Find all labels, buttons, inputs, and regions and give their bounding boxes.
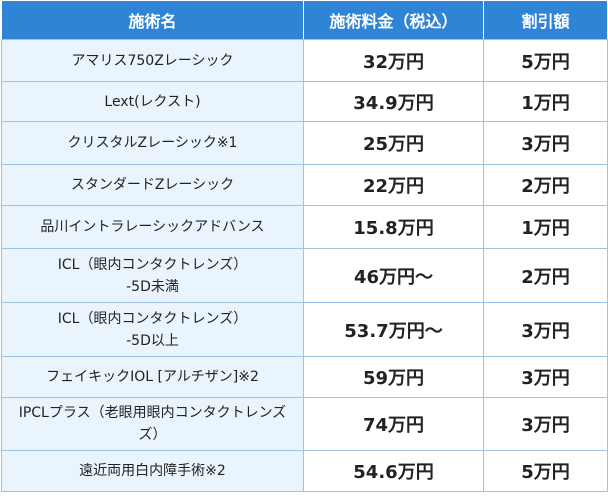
table-row: 遠近両用白内障手術※2 54.6万円 5万円 (1, 450, 608, 492)
procedure-name-cell: Lext(レクスト) (1, 81, 304, 122)
table-row: ICL（眼内コンタクトレンズ） -5D未満 46万円〜 2万円 (1, 248, 608, 303)
discount-cell: 3万円 (483, 397, 608, 451)
procedure-name-cell: ICL（眼内コンタクトレンズ） -5D未満 (1, 248, 304, 303)
procedure-name-cell: IPCLプラス（老眼用眼内コンタクトレンズ ズ） (1, 397, 304, 451)
procedure-name-cell: ICL（眼内コンタクトレンズ） -5D以上 (1, 302, 304, 357)
price-cell: 22万円 (303, 164, 484, 206)
procedure-name-text: IPCLプラス（老眼用眼内コンタクトレンズ (18, 405, 287, 421)
price-cell: 32万円 (303, 39, 484, 82)
procedure-name-text: アマリス750Zレーシック (71, 52, 234, 69)
price-cell: 15.8万円 (303, 205, 484, 249)
header-procedure-name: 施術名 (1, 0, 304, 40)
price-cell: 53.7万円〜 (303, 302, 484, 357)
price-cell: 59万円 (303, 356, 484, 398)
price-cell: 34.9万円 (303, 81, 484, 122)
discount-cell: 3万円 (483, 302, 608, 357)
procedure-name-text: スタンダードZレーシック (70, 177, 235, 193)
table-row: フェイキックIOL [アルチザン]※2 59万円 3万円 (1, 356, 608, 398)
discount-cell: 3万円 (483, 356, 608, 398)
price-cell: 54.6万円 (303, 450, 484, 492)
discount-cell: 3万円 (483, 121, 608, 165)
price-cell: 74万円 (303, 397, 484, 451)
table-row: IPCLプラス（老眼用眼内コンタクトレンズ ズ） 74万円 3万円 (1, 397, 608, 451)
price-table: 施術名 施術料金（税込） 割引額 アマリス750Zレーシック 32万円 5万円 … (1, 0, 608, 492)
header-procedure-price: 施術料金（税込） (303, 0, 484, 40)
procedure-name-text: Lext(レクスト) (104, 93, 201, 110)
table-row: ICL（眼内コンタクトレンズ） -5D以上 53.7万円〜 3万円 (1, 302, 608, 357)
procedure-name-cell: アマリス750Zレーシック (1, 39, 304, 82)
discount-cell: 1万円 (483, 205, 608, 249)
table-row: スタンダードZレーシック 22万円 2万円 (1, 164, 608, 206)
discount-cell: 2万円 (483, 164, 608, 206)
procedure-name-cell: フェイキックIOL [アルチザン]※2 (1, 356, 304, 398)
procedure-name-text: ICL（眼内コンタクトレンズ） (57, 310, 248, 327)
procedure-name-subtext: ズ） (138, 427, 167, 443)
table-row: Lext(レクスト) 34.9万円 1万円 (1, 81, 608, 122)
table-row: 品川イントラレーシックアドバンス 15.8万円 1万円 (1, 205, 608, 249)
price-cell: 46万円〜 (303, 248, 484, 303)
discount-cell: 5万円 (483, 450, 608, 492)
header-row: 施術名 施術料金（税込） 割引額 (1, 0, 608, 40)
procedure-name-text: 品川イントラレーシックアドバンス (40, 219, 265, 235)
procedure-name-subtext: -5D以上 (126, 332, 179, 349)
price-cell: 25万円 (303, 121, 484, 165)
procedure-name-text: 遠近両用白内障手術※2 (79, 463, 226, 479)
procedure-name-cell: クリスタルZレーシック※1 (1, 121, 304, 165)
table-row: クリスタルZレーシック※1 25万円 3万円 (1, 121, 608, 165)
table-row: アマリス750Zレーシック 32万円 5万円 (1, 39, 608, 82)
procedure-name-text: フェイキックIOL [アルチザン]※2 (46, 369, 259, 385)
procedure-name-text: クリスタルZレーシック※1 (67, 135, 238, 151)
header-discount: 割引額 (483, 0, 608, 40)
procedure-name-cell: 品川イントラレーシックアドバンス (1, 205, 304, 249)
procedure-name-cell: スタンダードZレーシック (1, 164, 304, 206)
discount-cell: 5万円 (483, 39, 608, 82)
procedure-name-subtext: -5D未満 (126, 278, 179, 295)
procedure-name-cell: 遠近両用白内障手術※2 (1, 450, 304, 492)
procedure-name-text: ICL（眼内コンタクトレンズ） (57, 256, 248, 273)
discount-cell: 1万円 (483, 81, 608, 122)
discount-cell: 2万円 (483, 248, 608, 303)
